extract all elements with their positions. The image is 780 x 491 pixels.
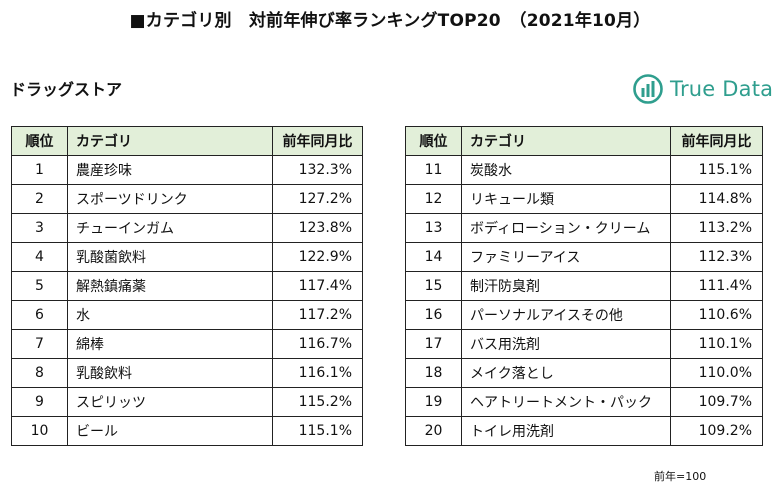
category-cell: スピリッツ bbox=[67, 387, 273, 417]
rank-cell: 10 bbox=[11, 416, 68, 446]
header-rank: 順位 bbox=[11, 126, 68, 156]
value-cell: 115.1% bbox=[272, 416, 363, 446]
rank-cell: 14 bbox=[405, 242, 462, 272]
category-cell: 農産珍味 bbox=[67, 155, 273, 185]
rank-cell: 11 bbox=[405, 155, 462, 185]
value-cell: 115.1% bbox=[670, 155, 763, 185]
table-row: 19 ヘアトリートメント・パック 109.7% bbox=[405, 387, 763, 417]
table-row: 9 スピリッツ 115.2% bbox=[11, 387, 363, 417]
table-row: 10 ビール 115.1% bbox=[11, 416, 363, 446]
value-cell: 116.7% bbox=[272, 329, 363, 359]
header-value: 前年同月比 bbox=[272, 126, 363, 156]
rank-cell: 19 bbox=[405, 387, 462, 417]
value-cell: 109.2% bbox=[670, 416, 763, 446]
value-cell: 117.2% bbox=[272, 300, 363, 330]
value-cell: 113.2% bbox=[670, 213, 763, 243]
page-title: ■カテゴリ別 対前年伸び率ランキングTOP20 （2021年10月） bbox=[129, 11, 651, 31]
category-cell: ヘアトリートメント・パック bbox=[461, 387, 671, 417]
value-cell: 123.8% bbox=[272, 213, 363, 243]
value-cell: 132.3% bbox=[272, 155, 363, 185]
category-cell: 解熱鎮痛薬 bbox=[67, 271, 273, 301]
table-row: 13 ボディローション・クリーム 113.2% bbox=[405, 213, 763, 243]
value-cell: 109.7% bbox=[670, 387, 763, 417]
rank-cell: 5 bbox=[11, 271, 68, 301]
rank-cell: 3 bbox=[11, 213, 68, 243]
table-row: 11 炭酸水 115.1% bbox=[405, 155, 763, 185]
ranking-table-left: 順位 カテゴリ 前年同月比 1 農産珍味 132.3% 2 スポーツドリンク 127.2… bbox=[11, 126, 363, 446]
table-row: 6 水 117.2% bbox=[11, 300, 363, 330]
category-cell: 乳酸菌飲料 bbox=[67, 242, 273, 272]
header-category: カテゴリ bbox=[67, 126, 273, 156]
rank-cell: 13 bbox=[405, 213, 462, 243]
rank-cell: 8 bbox=[11, 358, 68, 388]
table-row: 18 メイク落とし 110.0% bbox=[405, 358, 763, 388]
rank-cell: 12 bbox=[405, 184, 462, 214]
rank-cell: 2 bbox=[11, 184, 68, 214]
category-cell: ファミリーアイス bbox=[461, 242, 671, 272]
value-cell: 110.0% bbox=[670, 358, 763, 388]
header-value: 前年同月比 bbox=[670, 126, 763, 156]
channel-subtitle: ドラッグストア bbox=[10, 80, 123, 99]
header-rank: 順位 bbox=[405, 126, 462, 156]
category-cell: チューインガム bbox=[67, 213, 273, 243]
category-cell: 綿棒 bbox=[67, 329, 273, 359]
category-cell: 制汗防臭剤 bbox=[461, 271, 671, 301]
rank-cell: 16 bbox=[405, 300, 462, 330]
rank-cell: 6 bbox=[11, 300, 68, 330]
table-header-row: 順位 カテゴリ 前年同月比 bbox=[11, 126, 363, 156]
category-cell: ビール bbox=[67, 416, 273, 446]
truedata-logo: True Data bbox=[632, 72, 773, 106]
category-cell: 炭酸水 bbox=[461, 155, 671, 185]
value-cell: 110.1% bbox=[670, 329, 763, 359]
value-cell: 111.4% bbox=[670, 271, 763, 301]
table-row: 17 バス用洗剤 110.1% bbox=[405, 329, 763, 359]
value-cell: 116.1% bbox=[272, 358, 363, 388]
table-row: 16 パーソナルアイスその他 110.6% bbox=[405, 300, 763, 330]
table-row: 1 農産珍味 132.3% bbox=[11, 155, 363, 185]
rank-cell: 20 bbox=[405, 416, 462, 446]
base-note: 前年=100 bbox=[654, 470, 707, 483]
category-cell: バス用洗剤 bbox=[461, 329, 671, 359]
table-row: 15 制汗防臭剤 111.4% bbox=[405, 271, 763, 301]
rank-cell: 18 bbox=[405, 358, 462, 388]
value-cell: 122.9% bbox=[272, 242, 363, 272]
bar-chart-circle-icon bbox=[633, 74, 663, 104]
value-cell: 115.2% bbox=[272, 387, 363, 417]
value-cell: 110.6% bbox=[670, 300, 763, 330]
ranking-table-right: 順位 カテゴリ 前年同月比 11 炭酸水 115.1% 12 リキュール類 114.8%… bbox=[405, 126, 763, 446]
table-row: 12 リキュール類 114.8% bbox=[405, 184, 763, 214]
rank-cell: 1 bbox=[11, 155, 68, 185]
value-cell: 114.8% bbox=[670, 184, 763, 214]
category-cell: ボディローション・クリーム bbox=[461, 213, 671, 243]
table-row: 8 乳酸飲料 116.1% bbox=[11, 358, 363, 388]
category-cell: 水 bbox=[67, 300, 273, 330]
table-row: 3 チューインガム 123.8% bbox=[11, 213, 363, 243]
table-row: 5 解熱鎮痛薬 117.4% bbox=[11, 271, 363, 301]
value-cell: 127.2% bbox=[272, 184, 363, 214]
logo-text: True Data bbox=[670, 77, 774, 101]
rank-cell: 15 bbox=[405, 271, 462, 301]
value-cell: 117.4% bbox=[272, 271, 363, 301]
header-category: カテゴリ bbox=[461, 126, 671, 156]
rank-cell: 9 bbox=[11, 387, 68, 417]
table-header-row: 順位 カテゴリ 前年同月比 bbox=[405, 126, 763, 156]
category-cell: 乳酸飲料 bbox=[67, 358, 273, 388]
value-cell: 112.3% bbox=[670, 242, 763, 272]
table-row: 2 スポーツドリンク 127.2% bbox=[11, 184, 363, 214]
category-cell: メイク落とし bbox=[461, 358, 671, 388]
category-cell: スポーツドリンク bbox=[67, 184, 273, 214]
category-cell: パーソナルアイスその他 bbox=[461, 300, 671, 330]
rank-cell: 7 bbox=[11, 329, 68, 359]
rank-cell: 17 bbox=[405, 329, 462, 359]
table-row: 14 ファミリーアイス 112.3% bbox=[405, 242, 763, 272]
table-row: 7 綿棒 116.7% bbox=[11, 329, 363, 359]
table-row: 20 トイレ用洗剤 109.2% bbox=[405, 416, 763, 446]
rank-cell: 4 bbox=[11, 242, 68, 272]
category-cell: リキュール類 bbox=[461, 184, 671, 214]
table-row: 4 乳酸菌飲料 122.9% bbox=[11, 242, 363, 272]
category-cell: トイレ用洗剤 bbox=[461, 416, 671, 446]
